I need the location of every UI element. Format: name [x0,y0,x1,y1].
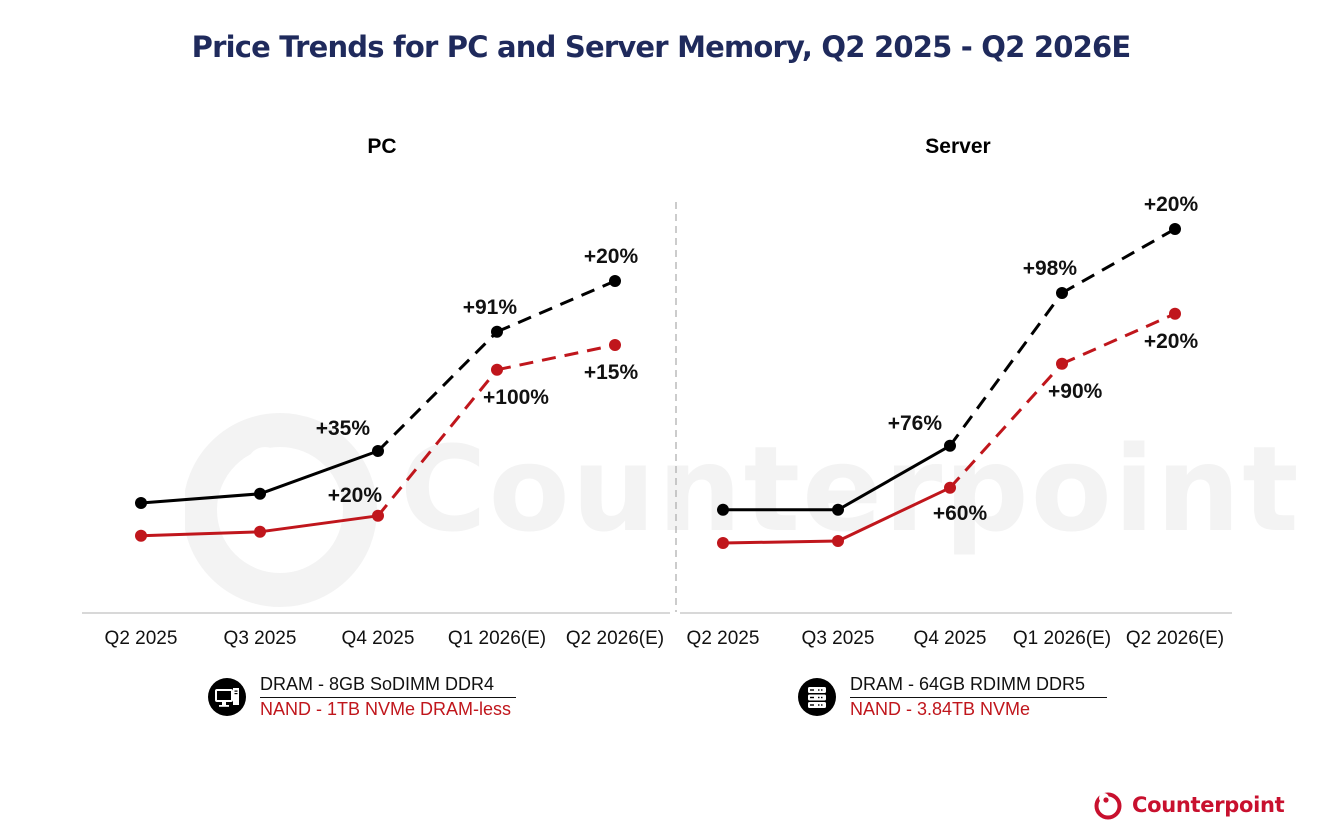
pc-nand-point [609,339,621,351]
server-dram-data-label: +98% [1023,257,1078,280]
pc-nand-line-segment [376,368,499,517]
pc-nand-data-label: +15% [584,361,639,384]
counterpoint-logo-icon [1094,792,1122,820]
pc-x-tick-label: Q2 2026(E) [566,628,664,649]
pc-nand-point [254,525,266,538]
server-nand-data-label: +60% [933,502,988,525]
server-panel-title: Server [925,135,991,158]
server-dram-point [1169,223,1181,235]
pc-nand-point [491,363,503,376]
pc-nand-point [372,509,384,522]
server-dram-line-segment [1061,227,1176,295]
pc-dram-point [491,325,503,338]
server-dram-line-segment [837,444,951,512]
server-nand-point [1169,307,1181,320]
pc-nand-line-segment [259,514,379,534]
pc-panel-title: PC [367,135,397,158]
pc-dram-data-label: +35% [316,417,371,440]
chart-title: Price Trends for PC and Server Memory, Q… [191,30,1132,64]
counterpoint-logo: Counterpoint [1092,788,1285,822]
counterpoint-logo-text: Counterpoint [1132,793,1285,817]
legend-dram-server: DRAM - 64GB RDIMM DDR5 [850,674,1108,698]
legend-dram-pc: DRAM - 8GB SoDIMM DDR4 [260,674,517,698]
pc-nand-point [135,529,147,542]
pc-dram-line-segment [376,330,499,453]
server-dram-point [944,439,956,452]
server-nand-line-segment [837,486,951,543]
pc-dram-line-segment [259,449,379,496]
server-nand-line-segment [948,362,1064,489]
server-x-tick-label: Q2 2025 [687,628,760,649]
server-nand-data-label: +90% [1048,380,1103,403]
pc-dram-point [609,275,621,287]
pc-nand-line-segment [140,530,261,538]
pc-dram-point [135,497,147,509]
server-dram-data-label: +76% [888,412,943,435]
server-nand-point [717,537,729,549]
server-x-tick-label: Q1 2026(E) [1013,628,1111,649]
server-x-tick-label: Q3 2025 [802,628,875,649]
server-rack-icon [798,678,836,716]
server-nand-data-label: +20% [1144,330,1199,353]
pc-dram-data-label: +91% [463,296,518,319]
pc-x-tick-label: Q3 2025 [224,628,297,649]
pc-dram-data-label: +20% [584,245,639,268]
server-nand-line-segment [722,539,839,545]
server-dram-point [832,503,844,516]
legend-nand-server: NAND - 3.84TB NVMe [850,699,1031,719]
pc-x-tick-label: Q2 2025 [105,628,178,649]
server-dram-point [717,503,729,516]
pc-nand-data-label: +100% [483,386,549,409]
desktop-pc-icon [208,678,246,716]
server-x-tick-label: Q4 2025 [914,628,987,649]
server-x-tick-label: Q2 2026(E) [1126,628,1224,649]
pc-x-tick-label: Q4 2025 [342,628,415,649]
server-nand-point [944,481,956,494]
pc-nand-data-label: +20% [328,484,383,507]
pc-dram-point [372,445,384,457]
server-nand-point [1056,357,1068,370]
server-nand-line-segment [1061,312,1176,366]
pc-x-tick-label: Q1 2026(E) [448,628,546,649]
pc-dram-point [254,487,266,500]
server-dram-point [1056,287,1068,299]
legend-nand-pc: NAND - 1TB NVMe DRAM-less [260,699,512,719]
pc-plot: Q2 2025 Q3 2025 Q4 2025 Q1 2026(E) Q2 2026(E… [105,245,665,649]
server-dram-line-segment [948,292,1064,447]
server-dram-data-label: +20% [1144,193,1199,216]
pc-nand-line-segment [496,343,616,372]
server-nand-point [832,535,844,547]
server-plot: Q2 2025 Q3 2025 Q4 2025 Q1 2026(E) Q2 2026(E… [687,193,1225,649]
pc-dram-line-segment [140,492,261,505]
